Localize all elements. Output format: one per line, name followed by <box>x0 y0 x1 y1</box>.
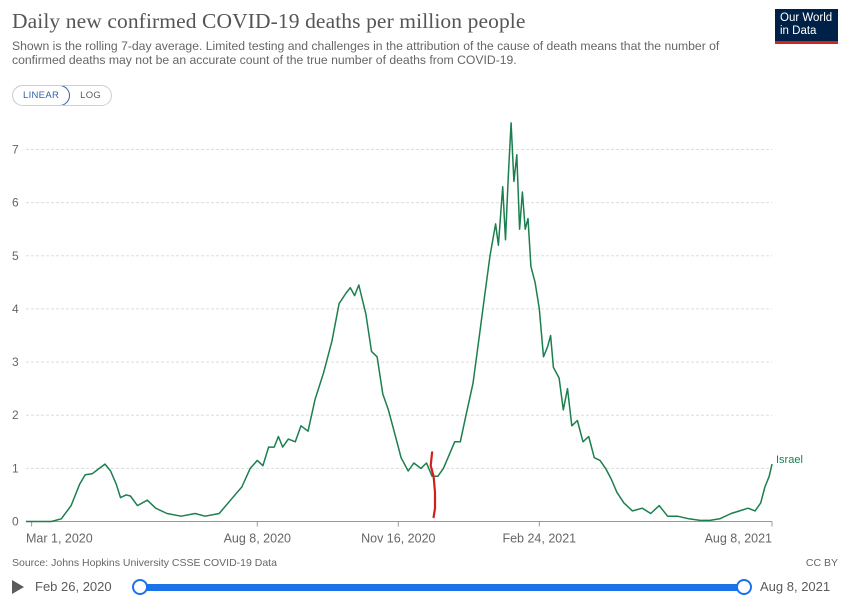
y-tick-label: 4 <box>12 302 19 316</box>
logo-line-2: in Data <box>780 24 817 37</box>
timeline-end-handle[interactable] <box>736 579 752 595</box>
timeline-track[interactable] <box>140 584 743 591</box>
x-tick-label: Mar 1, 2020 <box>26 532 93 546</box>
y-tick-label: 2 <box>12 408 19 422</box>
x-tick-label: Nov 16, 2020 <box>361 532 435 546</box>
series-layer: Israel <box>26 122 803 523</box>
y-tick-label: 3 <box>12 355 19 369</box>
scale-toggle: LINEAR LOG <box>12 85 113 106</box>
linear-scale-button[interactable]: LINEAR <box>13 86 71 105</box>
owid-logo[interactable]: Our World in Data <box>775 9 838 44</box>
x-axis-ticks: Mar 1, 2020 Aug 8, 2020 Nov 16, 2020 Feb 24… <box>26 521 773 546</box>
series-label-israel[interactable]: Israel <box>776 454 803 466</box>
gridlines <box>26 149 772 469</box>
chart-subtitle: Shown is the rolling 7-day average. Limi… <box>12 39 720 67</box>
chart-title: Daily new confirmed COVID-19 deaths per … <box>12 9 526 33</box>
timeline-end-label: Aug 8, 2021 <box>760 579 831 594</box>
x-tick-label: Aug 8, 2020 <box>224 532 291 546</box>
log-scale-button[interactable]: LOG <box>80 90 102 101</box>
red-annotation-stroke <box>429 451 437 519</box>
source-note[interactable]: Source: Johns Hopkins University CSSE CO… <box>12 557 277 569</box>
timeline-start-label: Feb 26, 2020 <box>35 579 112 594</box>
x-tick-label: Feb 24, 2021 <box>502 532 576 546</box>
logo-line-1: Our World <box>780 12 833 24</box>
annotation-layer <box>429 451 437 519</box>
series-line-israel[interactable] <box>26 122 773 523</box>
y-tick-label: 6 <box>12 196 19 210</box>
line-chart: 0 1 2 3 4 5 6 7 Mar 1, 2020 Aug 8, 2020 Nov 16, 2… <box>12 122 803 546</box>
y-tick-label: 0 <box>12 515 19 529</box>
license-label[interactable]: CC BY <box>805 557 838 569</box>
y-tick-label: 1 <box>12 461 19 475</box>
y-axis-tick-labels: 0 1 2 3 4 5 6 7 <box>12 143 19 529</box>
play-icon[interactable] <box>12 580 24 594</box>
y-tick-label: 5 <box>12 249 19 263</box>
logo-accent-bar <box>775 41 838 44</box>
timeline-start-handle[interactable] <box>132 579 148 595</box>
x-tick-label: Aug 8, 2021 <box>705 532 772 546</box>
y-tick-label: 7 <box>12 143 19 157</box>
